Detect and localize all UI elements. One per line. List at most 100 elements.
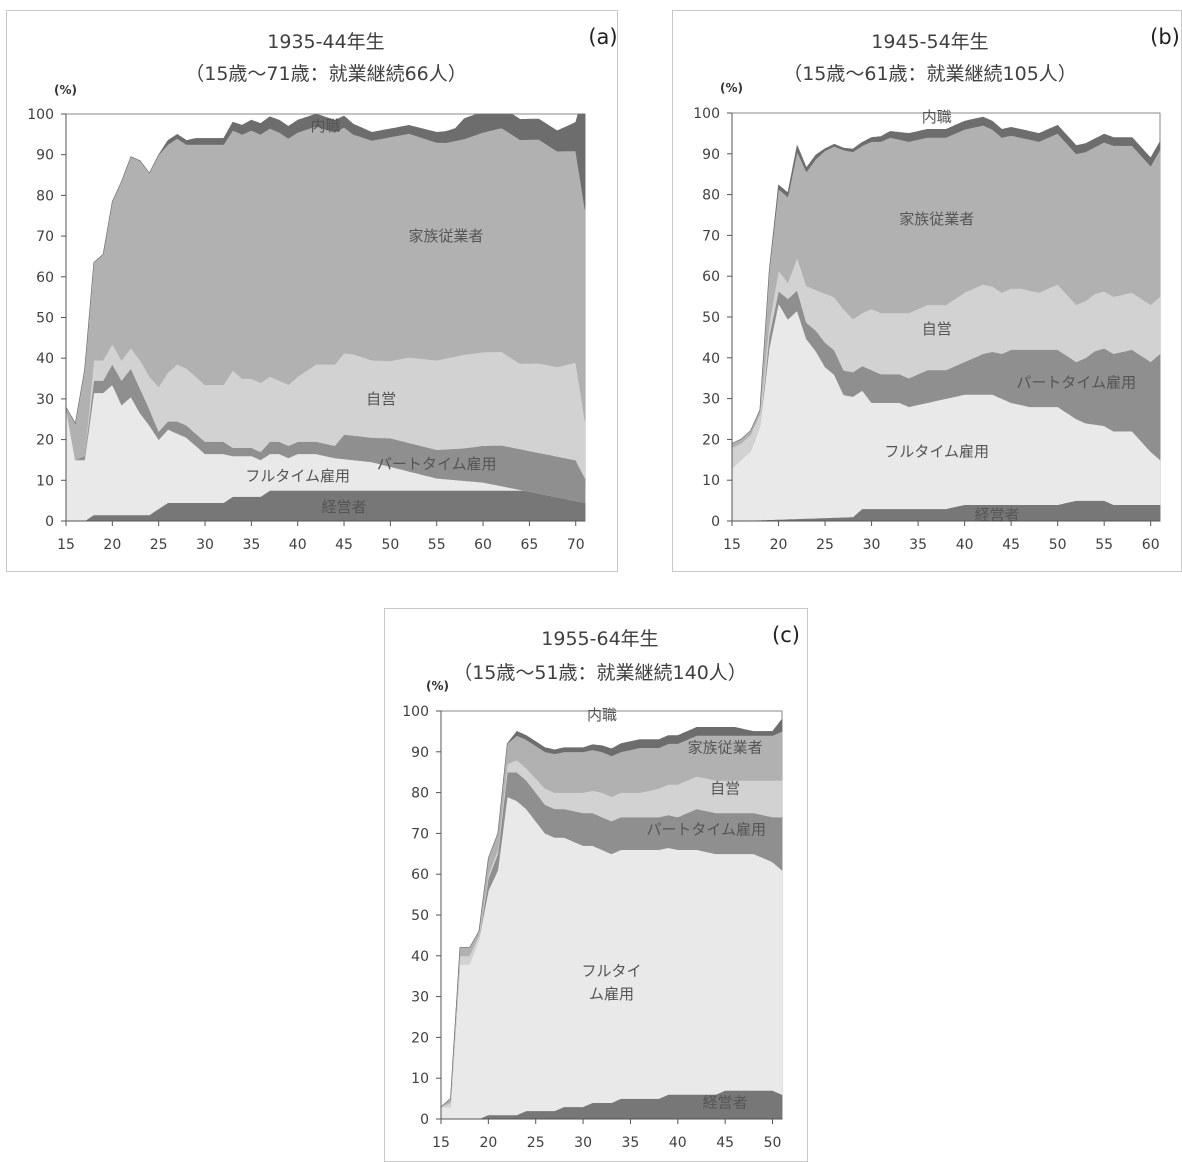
series-label-full: フルタイム雇用 [245, 467, 350, 485]
x-tick-label: 15 [57, 537, 75, 553]
chart-subtitle: （15歳～61歳：就業継続105人） [783, 63, 1077, 85]
series-label-kazoku: 家族従業者 [688, 739, 763, 757]
y-tick-label: 60 [36, 270, 54, 286]
x-tick-label: 45 [335, 537, 353, 553]
y-tick-label: 50 [36, 311, 54, 327]
y-tick-label: 70 [702, 228, 720, 244]
y-tick-label: 90 [702, 147, 720, 163]
area-naishoku [65, 113, 586, 425]
y-tick-label: 70 [411, 826, 429, 842]
x-tick-label: 55 [428, 537, 446, 553]
y-axis-unit: (%) [54, 83, 77, 97]
y-tick-label: 40 [36, 351, 54, 367]
series-label-kazoku: 家族従業者 [408, 227, 483, 245]
series-label-keiei: 経営者 [975, 506, 1020, 524]
x-tick-label: 40 [289, 537, 307, 553]
x-tick-label: 15 [432, 1135, 450, 1151]
series-label-full: フルタイ [581, 962, 641, 980]
x-tick-label: 50 [1049, 537, 1067, 553]
y-tick-label: 0 [711, 514, 720, 530]
series-label-keiei: 経営者 [703, 1094, 748, 1112]
series-label-keiei: 経営者 [322, 498, 367, 516]
x-tick-label: 40 [669, 1135, 687, 1151]
x-tick-label: 15 [723, 537, 741, 553]
panel-label: (c) [772, 623, 800, 647]
y-tick-label: 30 [36, 392, 54, 408]
panel-label: (b) [1150, 25, 1180, 49]
y-tick-label: 40 [702, 351, 720, 367]
x-tick-label: 45 [716, 1135, 734, 1151]
y-tick-label: 10 [702, 473, 720, 489]
y-tick-label: 30 [411, 990, 429, 1006]
series-label-jiei: 自営 [366, 390, 396, 408]
y-tick-label: 0 [45, 514, 54, 530]
x-tick-label: 30 [863, 537, 881, 553]
y-tick-label: 80 [702, 188, 720, 204]
chart-subtitle: （15歳～71歳：就業継続66人） [185, 63, 467, 85]
y-tick-label: 20 [702, 432, 720, 448]
series-label-naishoku: 内職 [310, 117, 340, 135]
chart-subtitle: （15歳～51歳：就業継続140人） [453, 662, 747, 684]
series-label-jiei: 自営 [710, 780, 740, 798]
series-label-full: フルタイム雇用 [884, 443, 989, 461]
y-tick-label: 40 [411, 949, 429, 965]
x-tick-label: 25 [527, 1135, 545, 1151]
x-tick-label: 25 [150, 537, 168, 553]
series-label-jiei: 自営 [922, 320, 952, 338]
x-tick-label: 25 [816, 537, 834, 553]
chart-title: 1955-64年生 [541, 628, 658, 650]
y-tick-label: 20 [411, 1030, 429, 1046]
y-tick-label: 80 [411, 786, 429, 802]
area-naishoku [440, 718, 783, 1108]
x-tick-label: 40 [956, 537, 974, 553]
panel-label: (a) [588, 25, 617, 49]
y-tick-label: 90 [411, 745, 429, 761]
chart-panel-a: 0 10 20 30 40 50 60 70 80 90 100 15 20 25 30 35 40 45 50 55… [6, 10, 618, 572]
y-tick-label: 0 [420, 1112, 429, 1128]
series-label-part: パートタイム雇用 [646, 820, 766, 838]
x-tick-label: 35 [909, 537, 927, 553]
x-tick-label: 20 [103, 537, 121, 553]
x-tick-label: 45 [1002, 537, 1020, 553]
series-label-naishoku: 内職 [922, 108, 952, 126]
x-tick-label: 30 [574, 1135, 592, 1151]
series-label-naishoku: 内職 [587, 706, 617, 724]
y-tick-label: 90 [36, 148, 54, 164]
chart-panel-b: 0 10 20 30 40 50 60 70 80 90 100 15 20 25 30 35 40 45 50 55… [672, 10, 1182, 572]
y-tick-label: 30 [702, 392, 720, 408]
x-tick-label: 70 [567, 537, 585, 553]
y-tick-label: 50 [702, 310, 720, 326]
area-series-group [440, 718, 783, 1120]
x-tick-label: 35 [242, 537, 260, 553]
x-tick-label: 20 [770, 537, 788, 553]
chart-title: 1945-54年生 [871, 31, 988, 53]
chart-title: 1935-44年生 [267, 31, 384, 53]
x-tick-label: 20 [479, 1135, 497, 1151]
area-series-group [731, 116, 1161, 522]
y-tick-label: 100 [27, 107, 54, 123]
series-label-part: パートタイム雇用 [377, 455, 497, 473]
y-axis-unit: (%) [720, 81, 743, 95]
area-naishoku [731, 116, 1161, 444]
y-tick-label: 20 [36, 433, 54, 449]
y-axis-unit: (%) [426, 679, 449, 693]
y-tick-label: 60 [411, 867, 429, 883]
y-tick-label: 70 [36, 229, 54, 245]
y-tick-label: 80 [36, 188, 54, 204]
y-tick-label: 50 [411, 908, 429, 924]
series-label-part: パートタイム雇用 [1016, 373, 1136, 391]
x-tick-label: 65 [520, 537, 538, 553]
series-label-kazoku: 家族従業者 [899, 210, 974, 228]
y-tick-label: 100 [693, 106, 720, 122]
y-tick-label: 100 [402, 704, 429, 720]
area-series-group [65, 113, 586, 522]
x-tick-label: 50 [381, 537, 399, 553]
x-tick-label: 55 [1095, 537, 1113, 553]
series-label-full-line2: ム雇用 [589, 985, 634, 1003]
y-tick-label: 60 [702, 269, 720, 285]
x-tick-label: 35 [622, 1135, 640, 1151]
x-tick-label: 60 [1142, 537, 1160, 553]
x-tick-label: 50 [764, 1135, 782, 1151]
y-tick-label: 10 [411, 1071, 429, 1087]
x-tick-label: 60 [474, 537, 492, 553]
